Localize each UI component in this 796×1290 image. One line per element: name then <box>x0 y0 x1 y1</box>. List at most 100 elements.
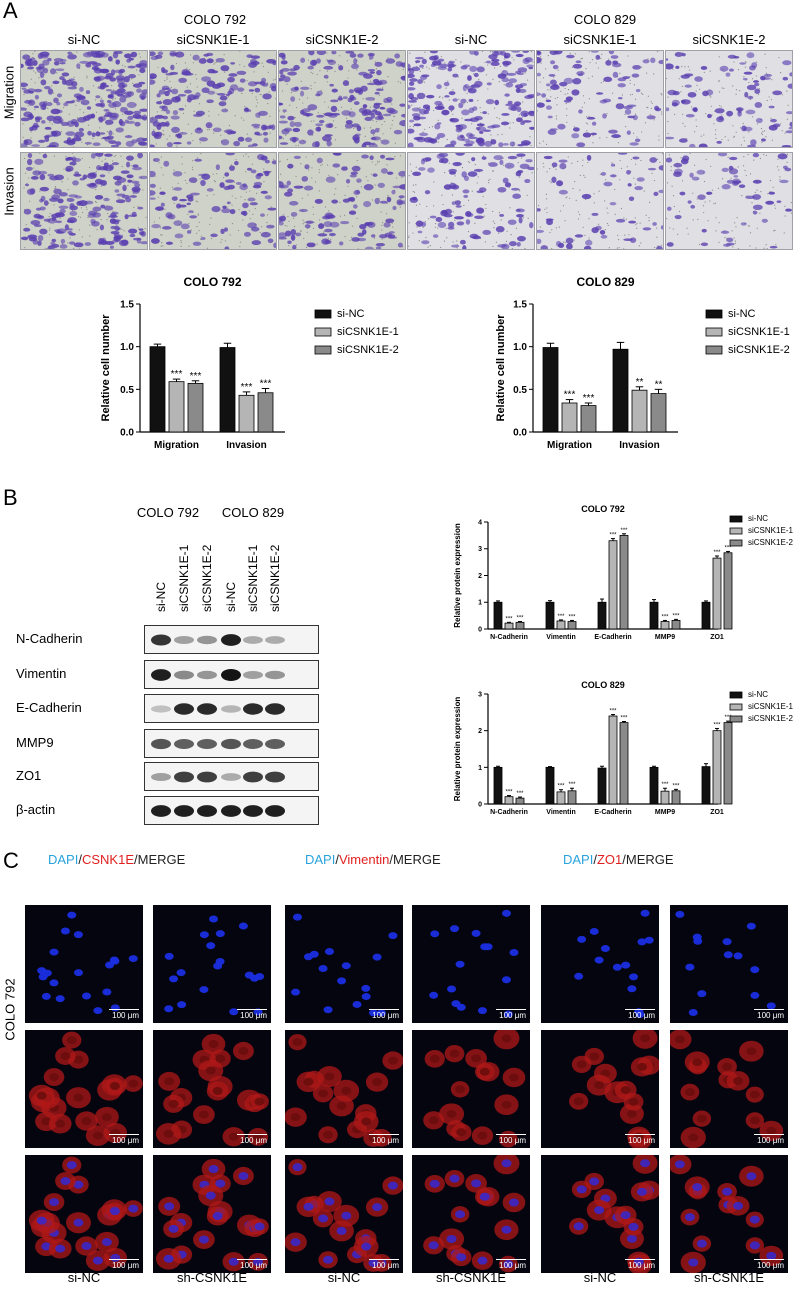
blot-band <box>221 634 241 646</box>
chart-y-axis-label: Relative protein expression <box>453 523 462 628</box>
significance-marker: *** <box>672 613 680 619</box>
significance-marker: *** <box>661 614 669 620</box>
fluorescence-image: 100 μm <box>412 905 530 1023</box>
blot-protein-label: MMP9 <box>16 735 54 750</box>
blot-band <box>243 739 263 749</box>
y-tick-label: 3 <box>478 546 482 553</box>
bar <box>723 722 733 805</box>
bar <box>712 730 722 805</box>
legend-swatch <box>314 327 332 337</box>
blot-strip <box>144 694 319 723</box>
scale-bar <box>109 1259 139 1260</box>
scale-bar-label: 100 μm <box>372 1136 399 1145</box>
fluor-group-header: DAPI/ZO1/MERGE <box>563 852 674 867</box>
bar <box>597 767 607 805</box>
fluorescence-image: 100 μm <box>670 1030 788 1148</box>
bar <box>504 796 514 805</box>
blot-band <box>243 636 263 644</box>
scale-bar-label: 100 μm <box>372 1011 399 1020</box>
blot-band <box>265 703 285 715</box>
scale-bar-label: 100 μm <box>628 1136 655 1145</box>
fluor-header-sep: / <box>134 852 138 867</box>
bar-chart-colo829-migration-invasion: COLO 829 Relative cell number 0.0 0.5 1.0 1.5… <box>495 275 790 451</box>
blot-band <box>151 805 171 817</box>
fluor-header-sep: / <box>622 852 626 867</box>
panel-b-cell-line-2: COLO 829 <box>221 505 285 520</box>
row-label-migration: Migration <box>1 65 17 120</box>
fluor-header-sep: / <box>78 852 82 867</box>
bar <box>701 766 711 805</box>
fluor-column-label: si-NC <box>327 1270 361 1285</box>
bar <box>660 790 670 805</box>
fluor-header-merge: MERGE <box>392 852 441 867</box>
chart-y-axis-label: Relative cell number <box>495 314 507 422</box>
bar <box>567 621 577 630</box>
blot-band <box>151 772 171 782</box>
blot-lane-label: siCSNK1E-2 <box>268 544 282 612</box>
fluor-column-label: sh-CSNK1E <box>435 1270 507 1285</box>
blot-strip <box>144 762 319 791</box>
scale-bar <box>625 1134 655 1135</box>
significance-marker: *** <box>557 614 565 620</box>
bar <box>712 557 722 630</box>
transwell-image <box>20 152 148 250</box>
blot-band <box>265 636 285 644</box>
legend-label: siCSNK1E-2 <box>748 714 793 723</box>
blot-band <box>151 634 171 646</box>
fluorescence-image: 100 μm <box>153 1155 271 1273</box>
y-tick-label: 1.0 <box>513 342 527 353</box>
significance-marker: *** <box>505 790 513 796</box>
legend-swatch <box>314 309 332 319</box>
legend-label: siCSNK1E-2 <box>337 344 399 356</box>
legend-swatch <box>729 527 743 535</box>
stain-column-label: si-NC <box>67 32 101 47</box>
fluor-group-header: DAPI/Vimentin/MERGE <box>305 852 441 867</box>
bar <box>723 552 733 630</box>
y-tick-label: 0.5 <box>120 385 134 396</box>
legend-swatch <box>729 691 743 699</box>
legend-swatch <box>729 515 743 523</box>
bar <box>580 405 597 433</box>
fluorescence-image: 100 μm <box>670 1155 788 1273</box>
transwell-image <box>407 152 535 250</box>
significance-marker: *** <box>713 722 721 728</box>
legend-label: si-NC <box>748 690 768 699</box>
fluorescence-image: 100 μm <box>153 1030 271 1148</box>
panel-a-letter: A <box>3 0 18 23</box>
scale-bar-label: 100 μm <box>628 1261 655 1270</box>
panel-a-cell-line-2: COLO 829 <box>573 12 637 27</box>
bar-chart-colo792-migration-invasion: COLO 792 Relative cell number 0.0 0.5 1.0 1.5… <box>100 275 399 451</box>
bar <box>567 790 577 805</box>
scale-bar <box>369 1259 399 1260</box>
significance-marker: *** <box>713 550 721 556</box>
bar <box>619 722 629 805</box>
stain-column-label: si-NC <box>454 32 488 47</box>
blot-band <box>197 670 217 680</box>
blot-band <box>174 805 194 817</box>
fluor-header-sep: / <box>389 852 393 867</box>
legend-swatch <box>314 345 332 355</box>
significance-marker: *** <box>568 782 576 788</box>
bar <box>597 601 607 630</box>
panel-b-cell-line-1: COLO 792 <box>136 505 200 520</box>
bar <box>608 715 618 805</box>
scale-bar <box>754 1009 784 1010</box>
blot-band <box>265 805 285 817</box>
x-category-label: Migration <box>547 440 592 451</box>
bar <box>556 791 566 805</box>
legend-label: siCSNK1E-2 <box>748 538 793 547</box>
scale-bar <box>109 1134 139 1135</box>
blot-strip <box>144 729 319 758</box>
significance-marker: *** <box>505 616 513 622</box>
chart-title: COLO 829 <box>576 275 634 289</box>
blot-band <box>265 670 285 680</box>
legend-swatch <box>729 703 743 711</box>
stain-column-label: siCSNK1E-2 <box>305 32 379 47</box>
bar <box>504 622 514 630</box>
blot-band <box>197 635 217 645</box>
scale-bar <box>625 1259 655 1260</box>
legend-label: siCSNK1E-1 <box>337 326 399 338</box>
blot-band <box>221 805 241 817</box>
panel-c-row-label: COLO 792 <box>2 978 18 1041</box>
fluor-column-label: si-NC <box>67 1270 101 1285</box>
